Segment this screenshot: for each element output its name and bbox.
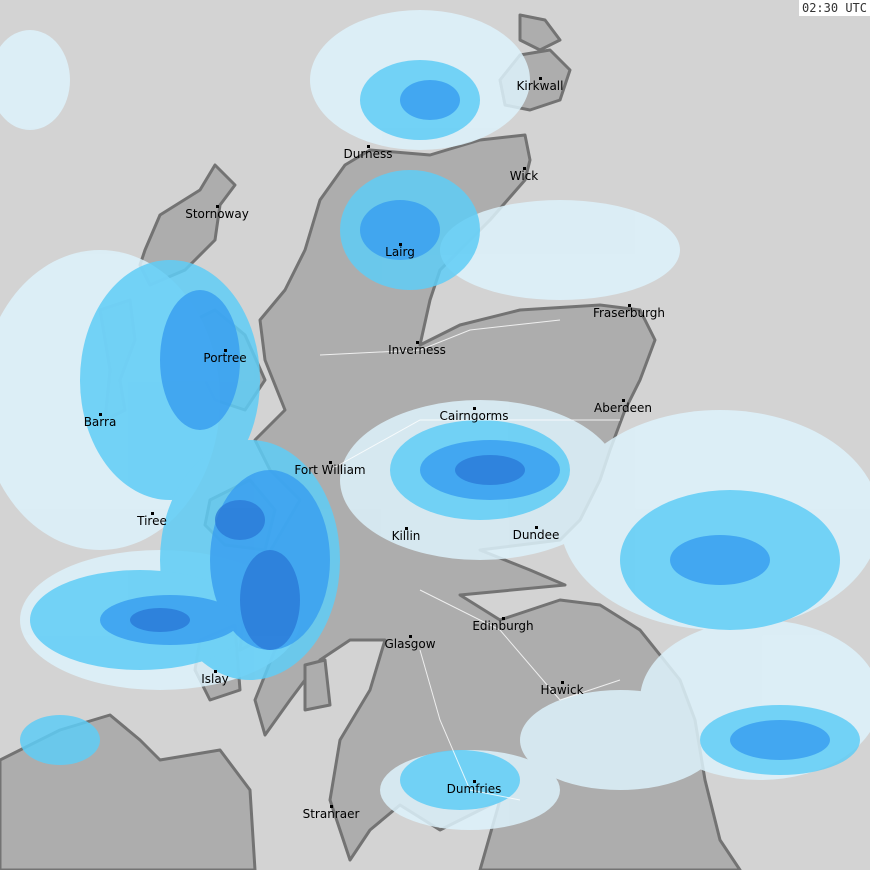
city-marker [535, 526, 538, 529]
city-label: Killin [391, 529, 421, 543]
city-label: Aberdeen [594, 401, 652, 415]
city-marker [416, 341, 419, 344]
city-label: Dundee [512, 528, 560, 542]
city-marker [99, 413, 102, 416]
city-marker [622, 399, 625, 402]
city-label: Barra [83, 415, 117, 429]
city-label: Lairg [385, 245, 415, 259]
city-marker [151, 512, 154, 515]
city-label: Edinburgh [472, 619, 534, 633]
city-label: Durness [343, 147, 393, 161]
city-label: Wick [509, 169, 539, 183]
city-label: Fraserburgh [592, 306, 666, 320]
city-label: Fort William [294, 463, 366, 477]
city-marker [539, 77, 542, 80]
city-label: Islay [201, 672, 229, 686]
city-label: Glasgow [384, 637, 436, 651]
city-marker [473, 780, 476, 783]
city-marker [224, 349, 227, 352]
city-marker [561, 681, 564, 684]
city-marker [214, 670, 217, 673]
city-label: Portree [203, 351, 247, 365]
city-marker [628, 304, 631, 307]
city-marker [330, 805, 333, 808]
city-label: Hawick [540, 683, 584, 697]
city-label: Dumfries [446, 782, 502, 796]
city-label: Cairngorms [439, 409, 509, 423]
city-marker [523, 167, 526, 170]
city-marker [329, 461, 332, 464]
city-marker [405, 527, 408, 530]
city-label: Inverness [388, 343, 446, 357]
city-marker [473, 407, 476, 410]
city-marker [216, 205, 219, 208]
city-marker [399, 243, 402, 246]
timestamp-label: 02:30 UTC [798, 0, 870, 16]
city-label: Stranraer [302, 807, 360, 821]
city-marker [502, 617, 505, 620]
city-label: Tiree [137, 514, 167, 528]
shetland-fragment [518, 13, 562, 52]
arran [303, 658, 332, 712]
city-label: Kirkwall [516, 79, 564, 93]
roads [319, 319, 621, 801]
city-marker [409, 635, 412, 638]
city-marker [367, 145, 370, 148]
city-label: Stornoway [185, 207, 249, 221]
